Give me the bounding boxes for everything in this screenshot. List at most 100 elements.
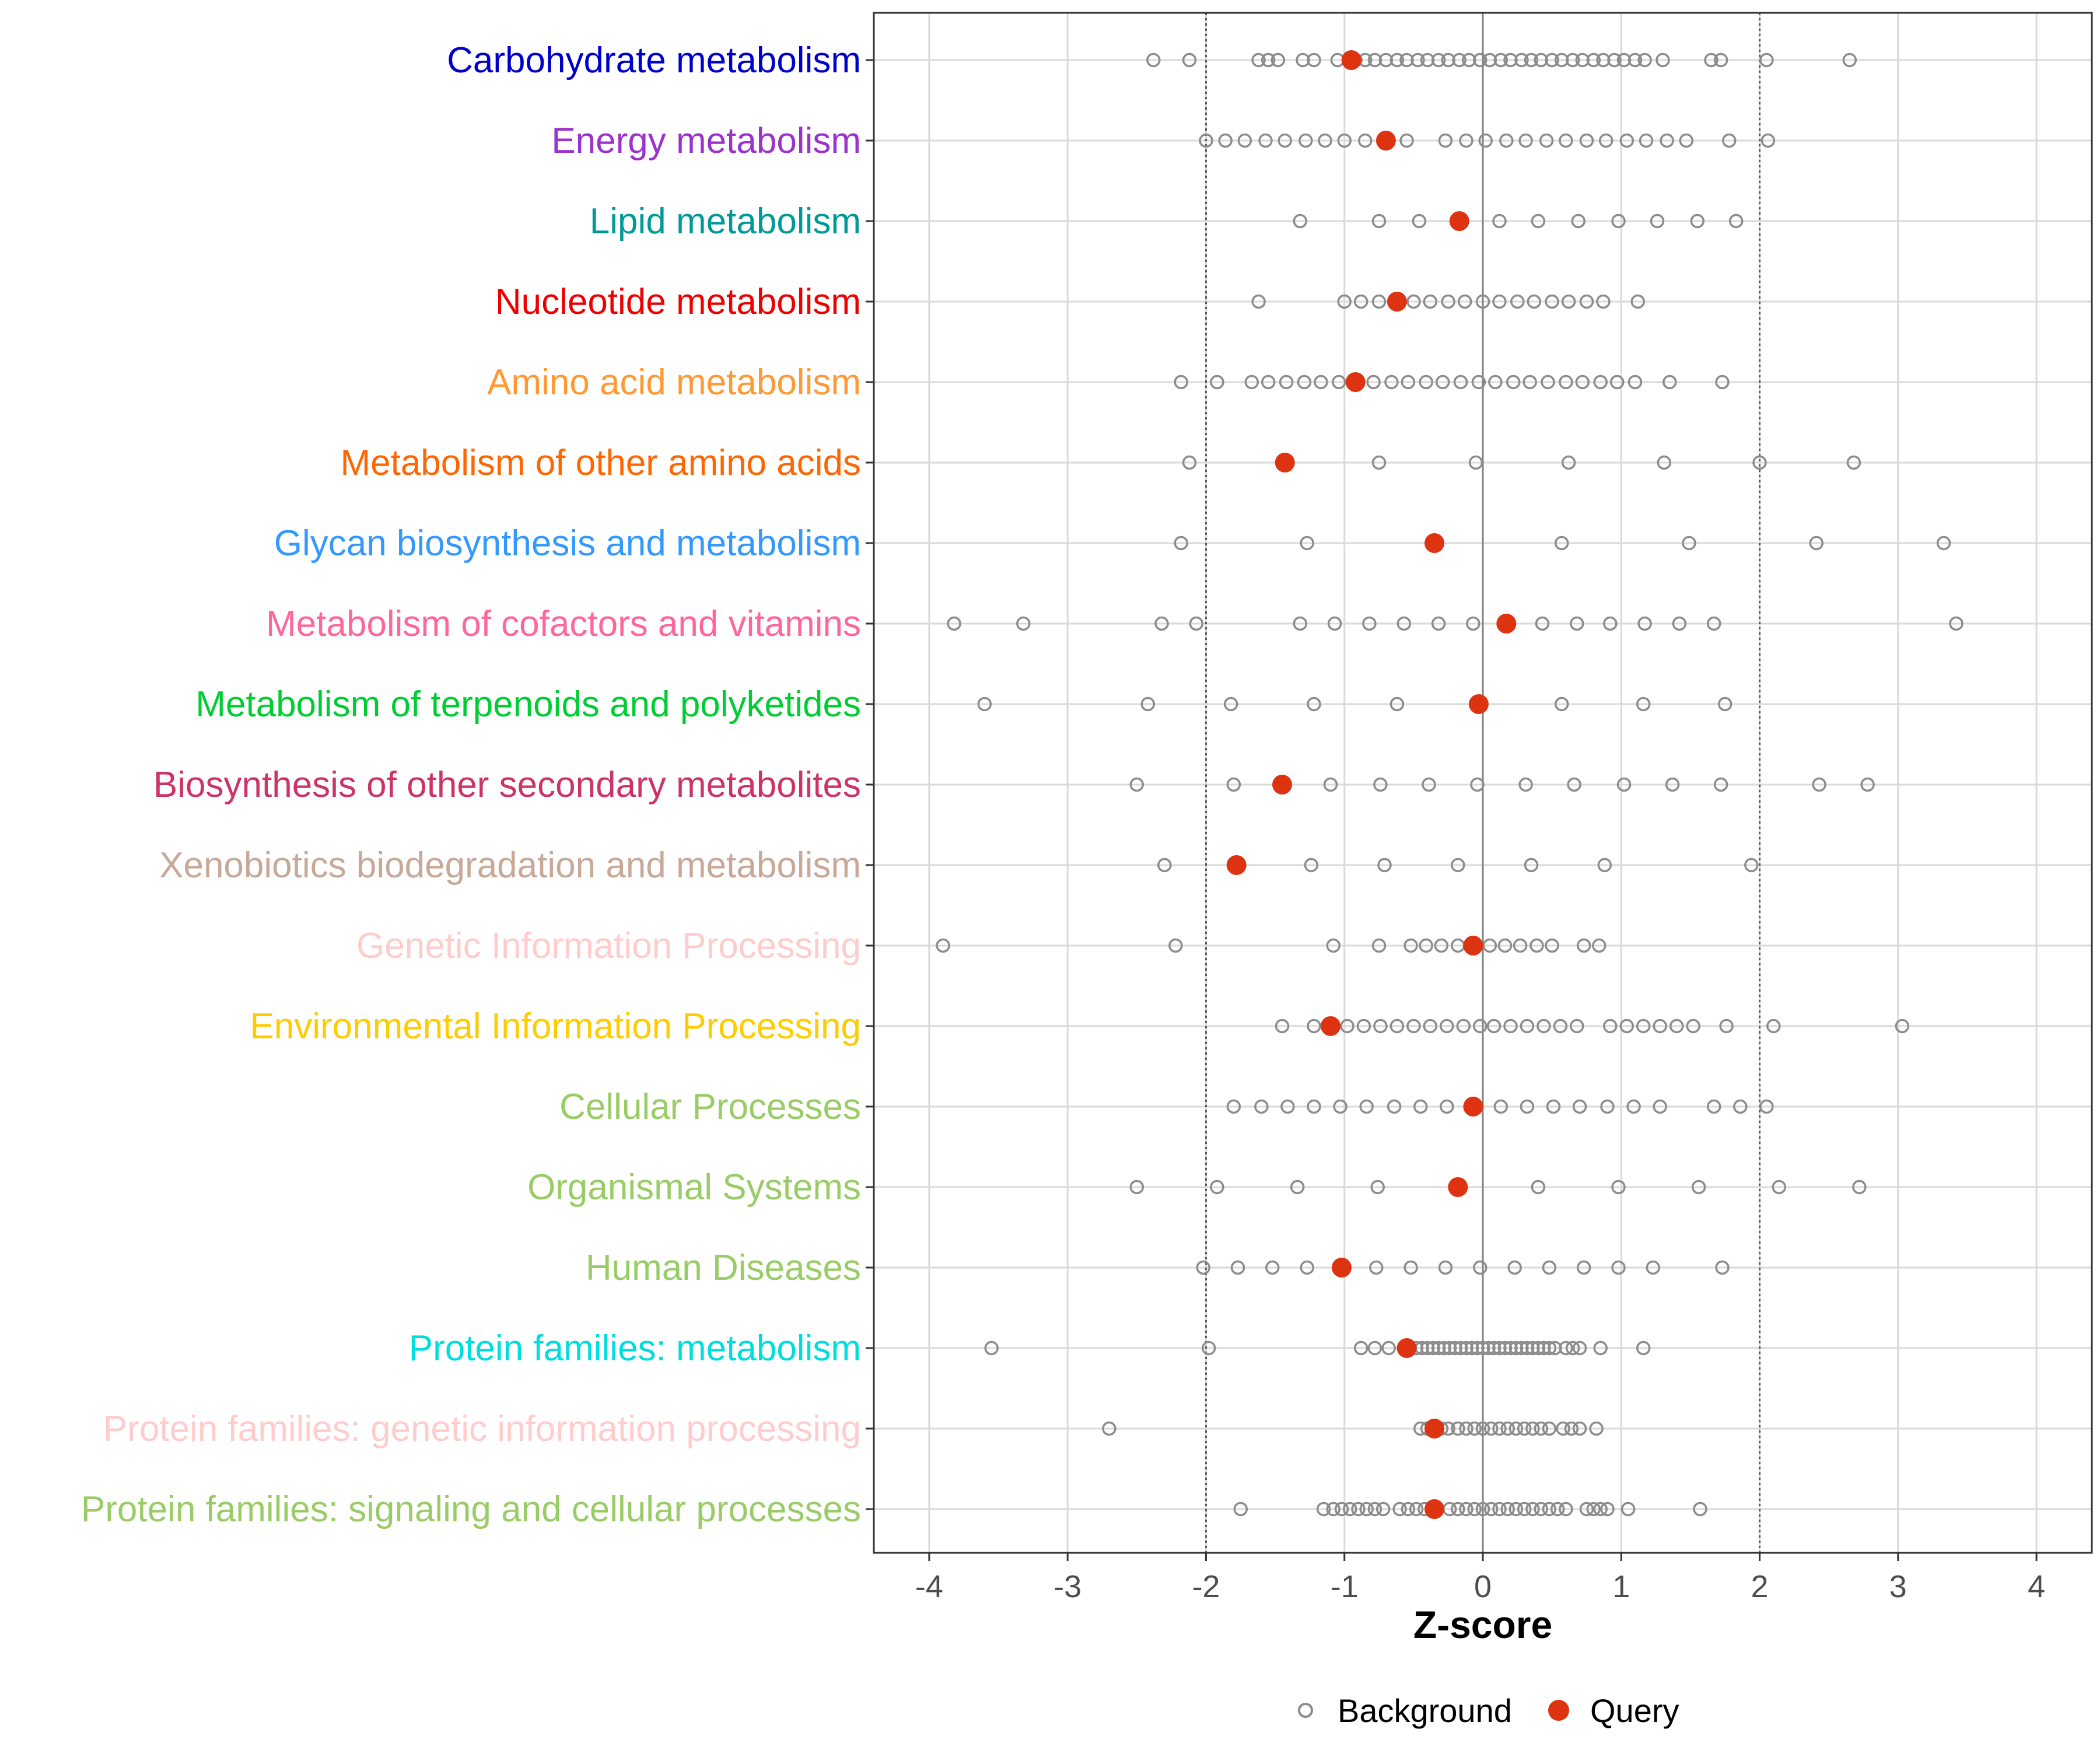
background-point	[1766, 1019, 1781, 1034]
background-point	[1497, 1340, 1513, 1356]
background-point	[1561, 294, 1576, 309]
background-point	[1396, 616, 1412, 631]
background-point	[1410, 52, 1425, 68]
background-point	[1628, 52, 1643, 68]
background-point	[1567, 777, 1581, 792]
category-label: Lipid metabolism	[590, 201, 861, 242]
background-point	[1307, 696, 1321, 712]
background-point	[1254, 1099, 1269, 1114]
category-label: Environmental Information Processing	[250, 1006, 861, 1046]
background-point	[1499, 133, 1514, 148]
legend-background-label: Background	[1338, 1692, 1512, 1729]
background-point	[1237, 133, 1252, 148]
background-point	[1189, 616, 1204, 631]
background-point	[1318, 133, 1332, 148]
background-point	[1524, 858, 1539, 873]
background-point	[1337, 294, 1352, 309]
background-point	[1431, 52, 1446, 68]
background-point	[1226, 777, 1241, 792]
background-point	[1579, 133, 1594, 148]
background-point	[1619, 1019, 1634, 1034]
x-tick-label: 4	[2028, 1569, 2045, 1604]
x-tick-label: -3	[1054, 1569, 1082, 1604]
background-point	[1669, 1019, 1684, 1034]
background-point	[1468, 455, 1483, 470]
query-point	[1424, 533, 1444, 553]
background-point	[1637, 52, 1652, 68]
background-point	[1842, 52, 1857, 68]
background-point	[1503, 1019, 1518, 1034]
background-point	[1713, 52, 1728, 68]
category-label: Genetic Information Processing	[356, 926, 861, 966]
background-point	[1478, 133, 1493, 148]
category-labels: Carbohydrate metabolism Energy metabolism…	[81, 40, 861, 1530]
background-point	[1326, 938, 1340, 953]
background-point	[1278, 133, 1292, 148]
background-point	[1381, 1340, 1396, 1356]
background-point	[1553, 1019, 1568, 1034]
background-point	[1686, 1019, 1700, 1034]
background-point	[1520, 1099, 1535, 1114]
background-point	[1486, 1019, 1502, 1034]
background-point	[1300, 536, 1314, 551]
x-tick-label: -1	[1331, 1569, 1359, 1604]
background-point	[1307, 1099, 1321, 1114]
background-point	[1571, 214, 1586, 229]
background-point	[1390, 1019, 1405, 1034]
background-point	[1452, 52, 1466, 68]
background-point	[1406, 1019, 1421, 1034]
background-point	[1174, 536, 1188, 551]
background-point	[1531, 1180, 1546, 1195]
background-point	[1218, 133, 1233, 148]
background-point	[1337, 133, 1352, 148]
background-point	[1307, 1019, 1321, 1034]
background-point	[1593, 1340, 1608, 1356]
background-point	[1541, 374, 1555, 390]
background-point	[1201, 1340, 1216, 1356]
background-point	[1440, 1019, 1454, 1034]
background-point	[1514, 1340, 1529, 1356]
background-point	[1440, 1099, 1454, 1114]
query-point	[1272, 775, 1292, 794]
background-point	[1579, 294, 1594, 309]
background-point	[1492, 1340, 1507, 1356]
background-point	[1378, 52, 1394, 68]
background-point	[1895, 1019, 1910, 1034]
background-point	[1442, 1340, 1457, 1356]
background-point	[1534, 1421, 1548, 1436]
background-point	[1438, 1260, 1453, 1275]
background-point	[1371, 455, 1387, 470]
background-point	[1860, 777, 1875, 792]
background-point	[1752, 455, 1767, 470]
query-point	[1341, 50, 1362, 70]
background-point	[1438, 133, 1453, 148]
background-point	[1545, 938, 1559, 953]
background-point	[1517, 1421, 1532, 1436]
background-point	[1475, 1502, 1490, 1517]
background-point	[1441, 294, 1455, 309]
background-point	[1646, 1260, 1661, 1275]
background-point	[1564, 1421, 1579, 1436]
background-point	[1316, 1502, 1331, 1517]
background-point	[1630, 294, 1645, 309]
background-point	[1296, 52, 1310, 68]
background-point	[1846, 455, 1861, 470]
background-point	[1251, 294, 1266, 309]
category-label: Protein families: metabolism	[409, 1328, 861, 1368]
background-point	[1367, 1340, 1382, 1356]
background-point	[1760, 133, 1776, 148]
background-point	[1524, 52, 1539, 68]
background-point	[1518, 133, 1533, 148]
background-point	[1653, 1019, 1667, 1034]
category-label: Organismal Systems	[527, 1167, 861, 1208]
background-point	[1420, 1340, 1435, 1356]
points-layer	[936, 50, 1964, 1519]
background-point	[1327, 616, 1342, 631]
background-point	[1545, 294, 1559, 309]
background-point	[1314, 374, 1328, 390]
background-point	[1534, 52, 1548, 68]
background-point	[1525, 1340, 1540, 1356]
background-point	[1168, 938, 1183, 953]
category-label: Metabolism of terpenoids and polyketides	[195, 684, 861, 724]
background-point	[1650, 214, 1665, 229]
